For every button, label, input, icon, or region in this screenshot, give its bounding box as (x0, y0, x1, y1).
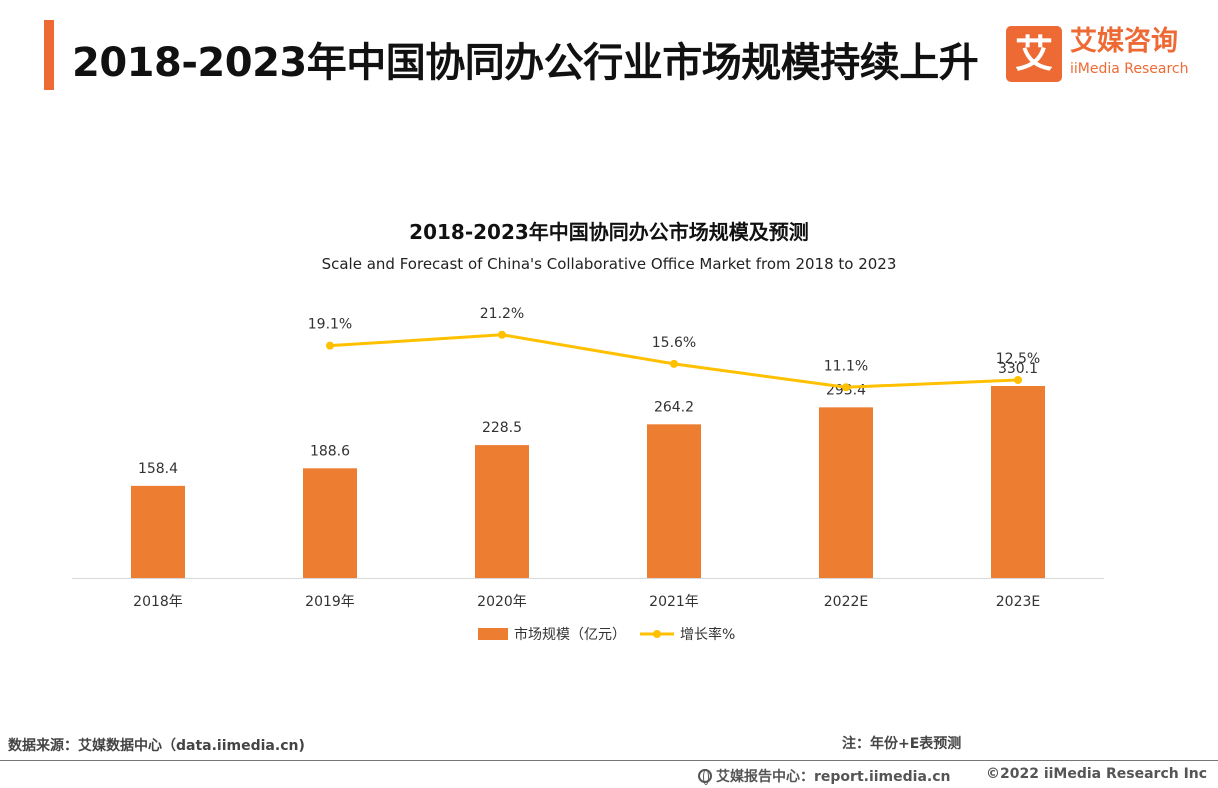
footer-copyright: ©2022 iiMedia Research Inc (986, 766, 1208, 782)
growth-rate-label: 11.1% (824, 358, 868, 374)
footer-divider (0, 760, 1218, 761)
legend-line-marker (653, 630, 661, 638)
growth-rate-point (670, 359, 678, 368)
footer-source: 数据来源：艾媒数据中心（data.iimedia.cn) (8, 738, 305, 754)
bar-value-label: 188.6 (310, 443, 350, 459)
growth-rate-label: 19.1% (308, 317, 352, 333)
title-accent-bar (44, 20, 54, 90)
x-tick-label: 2019年 (305, 594, 355, 610)
bar (303, 468, 357, 578)
chart-subtitle: Scale and Forecast of China's Collaborat… (321, 255, 897, 273)
logo-name-en: iiMedia Research (1070, 61, 1189, 77)
x-tick-label: 2022E (824, 594, 868, 610)
logo-name-cn: 艾媒咨询 (1070, 26, 1178, 57)
growth-rate-label: 12.5% (996, 351, 1040, 367)
growth-rate-point (326, 341, 334, 350)
bar (475, 445, 529, 578)
footer-report-text: 艾媒报告中心：report.iimedia.cn (716, 769, 951, 785)
logo-mark: 艾 (1006, 26, 1062, 82)
globe-icon (698, 769, 712, 785)
legend-bar-label: 市场规模（亿元） (514, 626, 626, 643)
footer-note: 注：年份+E表预测 (842, 736, 962, 752)
bar (819, 407, 873, 578)
legend-bar-swatch (478, 628, 508, 640)
x-tick-label: 2023E (996, 594, 1040, 610)
bar-value-label: 158.4 (138, 461, 178, 477)
footer-report: 艾媒报告中心：report.iimedia.cn (698, 766, 951, 786)
bar (647, 424, 701, 578)
iimedia-logo: 艾 艾媒咨询 iiMedia Research (1006, 26, 1202, 84)
x-tick-label: 2021年 (649, 594, 699, 610)
growth-rate-point (498, 330, 506, 339)
bar-value-label: 228.5 (482, 420, 522, 436)
bar-line-chart: 158.4 2018年 188.6 2019年 228.5 2020年 264.2 2021年… (72, 306, 1104, 643)
growth-rate-point (1014, 376, 1022, 384)
bar (991, 386, 1045, 578)
growth-rate-label: 21.2% (480, 306, 524, 322)
chart-title: 2018-2023年中国协同办公市场规模及预测 (409, 220, 809, 244)
bar-value-label: 264.2 (654, 399, 694, 415)
x-tick-label: 2018年 (133, 594, 183, 610)
legend-line-label: 增长率% (680, 626, 735, 643)
bar-value-label: 330.1 (998, 361, 1038, 377)
growth-rate-point (842, 383, 850, 392)
x-tick-label: 2020年 (477, 594, 527, 610)
page-title: 2018-2023年中国协同办公行业市场规模持续上升 (72, 40, 979, 86)
growth-rate-label: 15.6% (652, 335, 696, 351)
bar (131, 485, 185, 578)
